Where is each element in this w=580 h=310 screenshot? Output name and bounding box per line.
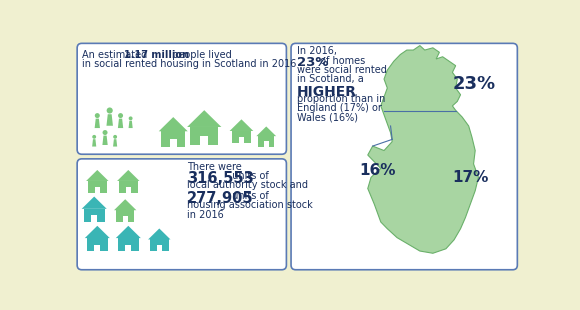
Text: in 2016: in 2016 <box>187 210 224 220</box>
Bar <box>190 127 218 145</box>
Bar <box>87 238 108 251</box>
Polygon shape <box>95 119 100 128</box>
Circle shape <box>103 130 107 135</box>
Bar <box>125 245 131 251</box>
Text: 277,905: 277,905 <box>187 191 254 206</box>
Text: of homes: of homes <box>317 56 365 66</box>
Text: In 2016,: In 2016, <box>297 46 337 56</box>
FancyBboxPatch shape <box>291 43 517 270</box>
Bar <box>122 216 128 222</box>
Polygon shape <box>118 119 123 128</box>
Bar <box>84 209 104 222</box>
Polygon shape <box>85 226 110 238</box>
Bar <box>116 210 135 222</box>
Polygon shape <box>107 114 113 126</box>
Text: 1.17 million: 1.17 million <box>125 50 190 60</box>
Circle shape <box>92 135 96 139</box>
Text: local authority stock and: local authority stock and <box>187 180 308 190</box>
Polygon shape <box>148 228 171 240</box>
Bar <box>119 181 137 193</box>
Bar <box>157 246 162 251</box>
Bar <box>91 215 97 222</box>
Text: Wales (16%): Wales (16%) <box>297 113 358 123</box>
Bar <box>150 240 169 251</box>
Polygon shape <box>256 126 276 136</box>
Text: units of: units of <box>229 171 269 181</box>
Text: housing association stock: housing association stock <box>187 201 313 210</box>
Bar <box>95 245 100 251</box>
Polygon shape <box>187 110 222 127</box>
Polygon shape <box>114 199 136 210</box>
Bar <box>95 187 100 193</box>
Text: proportion than in: proportion than in <box>297 94 386 104</box>
Text: England (17%) or: England (17%) or <box>297 104 382 113</box>
Polygon shape <box>368 46 478 253</box>
Text: people lived: people lived <box>169 50 232 60</box>
Bar <box>88 181 107 193</box>
Bar <box>258 136 274 147</box>
Polygon shape <box>117 170 140 181</box>
Circle shape <box>113 135 117 139</box>
Bar <box>170 139 176 147</box>
Circle shape <box>118 113 123 118</box>
Bar <box>231 131 251 144</box>
Text: 17%: 17% <box>452 170 489 185</box>
Polygon shape <box>92 139 96 147</box>
Circle shape <box>95 113 100 118</box>
FancyBboxPatch shape <box>77 159 287 270</box>
FancyBboxPatch shape <box>77 43 287 154</box>
Bar <box>239 137 244 144</box>
Text: 23%: 23% <box>297 56 329 69</box>
Text: 16%: 16% <box>360 163 396 178</box>
Text: were social rented: were social rented <box>297 65 387 75</box>
Bar <box>264 141 269 147</box>
Text: units of: units of <box>229 191 269 201</box>
Polygon shape <box>82 197 107 209</box>
Polygon shape <box>116 226 141 238</box>
Bar <box>118 238 139 251</box>
Text: in social rented housing in Scotland in 2016: in social rented housing in Scotland in … <box>82 59 296 69</box>
Polygon shape <box>230 119 253 131</box>
Bar <box>200 136 208 145</box>
Text: HIGHER: HIGHER <box>297 85 357 99</box>
Polygon shape <box>113 139 117 147</box>
Polygon shape <box>86 170 108 181</box>
Polygon shape <box>159 117 188 131</box>
Bar <box>126 187 131 193</box>
Text: in Scotland, a: in Scotland, a <box>297 74 364 84</box>
Text: An estimated: An estimated <box>82 50 150 60</box>
Polygon shape <box>129 121 133 128</box>
Text: There were: There were <box>187 162 242 172</box>
Text: 23%: 23% <box>452 74 495 93</box>
Polygon shape <box>103 135 108 145</box>
Bar <box>161 131 185 147</box>
Circle shape <box>107 108 113 113</box>
Text: 316,553: 316,553 <box>187 171 254 186</box>
Circle shape <box>129 117 133 120</box>
